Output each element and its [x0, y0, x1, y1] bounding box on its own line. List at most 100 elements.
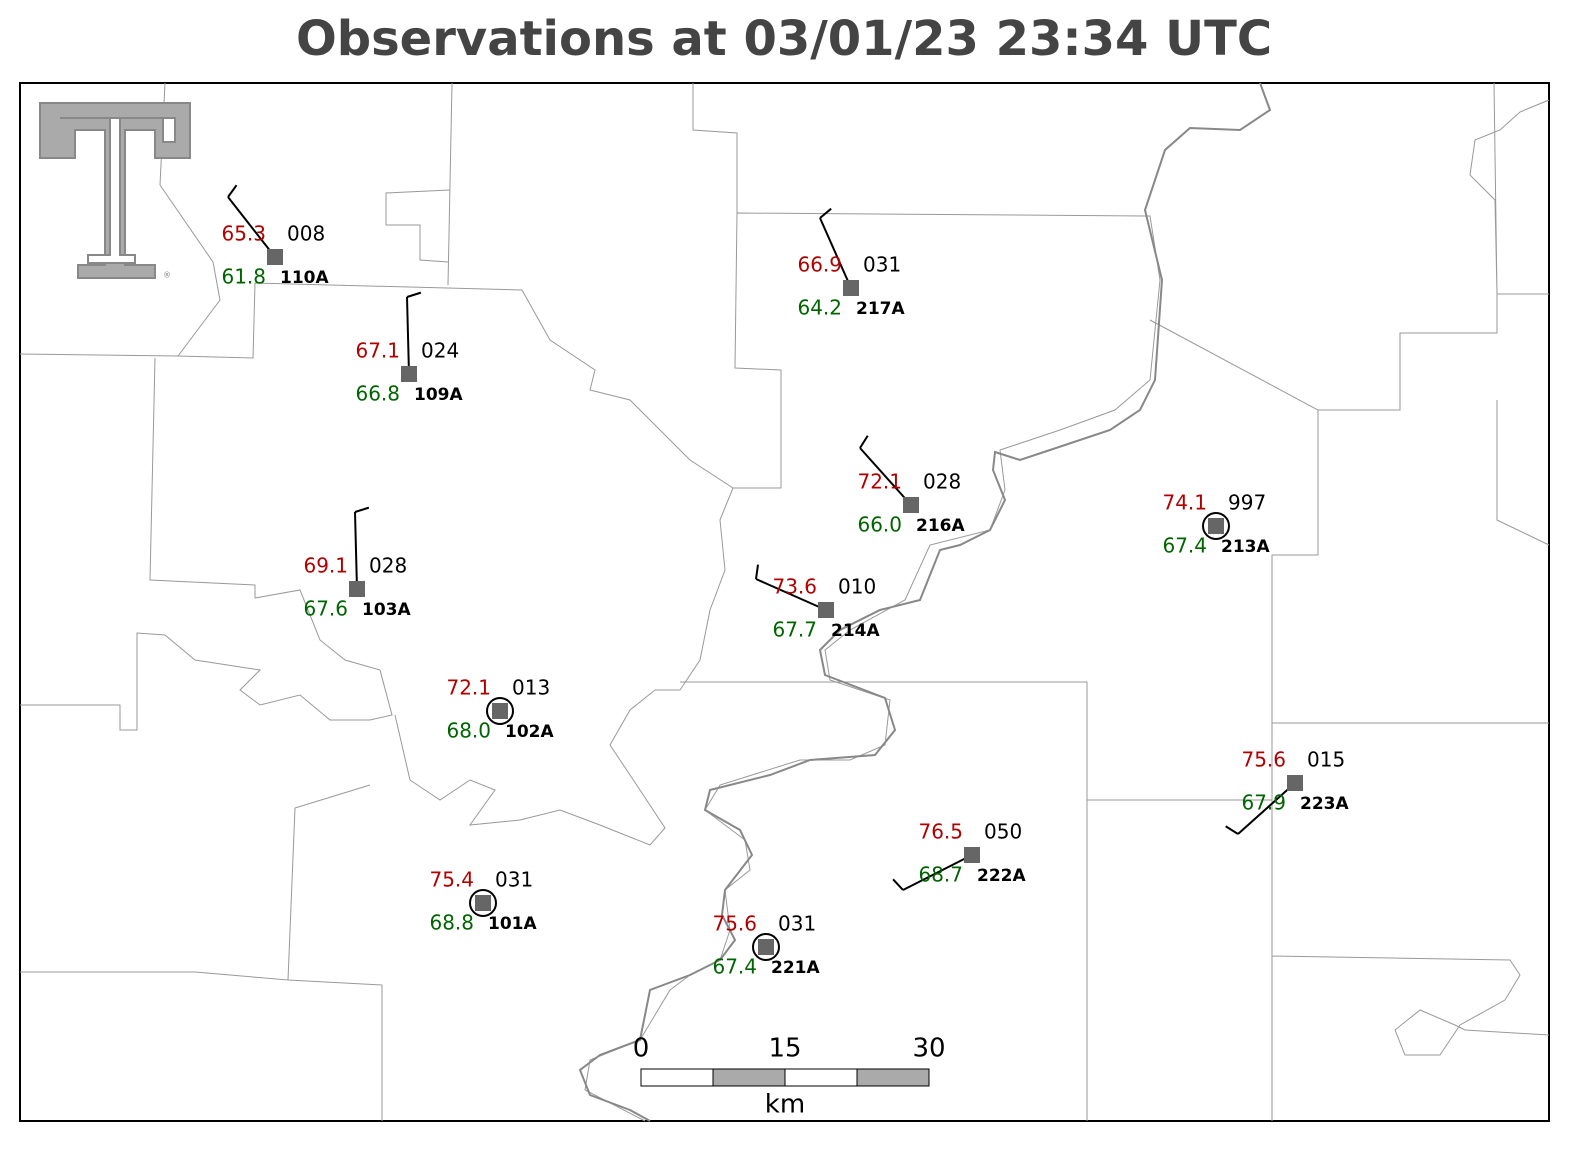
pressure: 028: [369, 554, 407, 578]
temperature: 75.4: [429, 868, 474, 892]
dewpoint: 67.7: [772, 618, 817, 642]
temperature: 75.6: [1241, 748, 1286, 772]
station-marker: [492, 703, 508, 719]
wind-barb-flag: [892, 878, 904, 891]
dewpoint: 64.2: [797, 296, 842, 320]
county-line: [385, 82, 738, 286]
wind-barb-flag: [354, 506, 370, 513]
county-line: [19, 82, 221, 357]
wind-barb-flag: [819, 207, 832, 219]
temperature: 75.6: [712, 912, 757, 936]
wind-barb: [1237, 782, 1296, 835]
dewpoint: 67.4: [712, 955, 757, 979]
wind-barb-flag: [406, 291, 422, 298]
county-line: [1318, 82, 1550, 546]
calm-circle: [1202, 512, 1230, 540]
wind-barb-flag: [755, 564, 760, 580]
county-line: [394, 487, 734, 846]
wind-barb: [755, 578, 827, 611]
temperature: 73.6: [772, 575, 817, 599]
temperature: 72.1: [857, 470, 902, 494]
dewpoint: 66.8: [355, 382, 400, 406]
dewpoint: 67.9: [1241, 791, 1286, 815]
calm-circle: [469, 889, 497, 917]
temperature: 67.1: [355, 339, 400, 363]
pressure: 031: [495, 868, 533, 892]
pressure: 031: [863, 253, 901, 277]
wind-barb: [902, 854, 973, 891]
temperature: 72.1: [446, 676, 491, 700]
station-marker: [818, 602, 834, 618]
scale-segment: [640, 1068, 714, 1087]
wind-barb: [859, 447, 912, 506]
scale-segment: [856, 1068, 930, 1087]
station-marker: [903, 497, 919, 513]
temperature: 69.1: [303, 554, 348, 578]
dewpoint: 67.4: [1162, 534, 1207, 558]
station-id: 223A: [1300, 794, 1349, 814]
pressure: 008: [287, 222, 325, 246]
wind-barb-flag: [859, 435, 869, 449]
calm-circle: [486, 697, 514, 725]
dewpoint: 68.8: [429, 911, 474, 935]
station-marker: [1287, 775, 1303, 791]
county-line: [20, 357, 393, 731]
station-id: 214A: [831, 621, 880, 641]
station-marker: [1208, 518, 1224, 534]
station-marker: [401, 366, 417, 382]
logo-mark: ®: [163, 271, 171, 280]
county-line: [680, 319, 1550, 1121]
station-marker: [475, 895, 491, 911]
station-marker: [843, 280, 859, 296]
station-marker: [758, 939, 774, 955]
county-line: [20, 784, 383, 1121]
pressure: 015: [1307, 748, 1345, 772]
station-plots: 65.3 008 61.8 110A 67.1 024 66.8 109A 66.9 031 64.…: [221, 184, 1349, 979]
logo-shape: [60, 117, 176, 264]
station-id: 217A: [856, 299, 905, 319]
wind-barb: [227, 196, 276, 258]
scale-segment: [784, 1068, 858, 1087]
dewpoint: 68.0: [446, 719, 491, 743]
dewpoint: 61.8: [221, 265, 266, 289]
pressure: 050: [984, 820, 1022, 844]
temperature: 65.3: [221, 222, 266, 246]
temperature: 74.1: [1162, 491, 1207, 515]
boundaries: [19, 82, 1550, 1122]
dewpoint: 67.6: [303, 597, 348, 621]
station-id: 213A: [1221, 537, 1270, 557]
dewpoint: 68.7: [918, 863, 963, 887]
wind-barb-flag: [1225, 825, 1239, 835]
pressure: 010: [838, 575, 876, 599]
pressure: 031: [778, 912, 816, 936]
pressure: 997: [1228, 491, 1266, 515]
pressure: 024: [421, 339, 459, 363]
river: [578, 82, 1272, 1122]
wind-barb-flag: [227, 184, 238, 198]
station-marker: [267, 249, 283, 265]
scale-bar: 0 15 30 km: [633, 1034, 946, 1120]
scale-label: 15: [768, 1034, 801, 1064]
temperature: 76.5: [918, 820, 963, 844]
map-title: Observations at 03/01/23 23:34 UTC: [296, 11, 1272, 67]
wind-barb: [354, 511, 358, 590]
station-marker: [349, 581, 365, 597]
station-id: 216A: [916, 516, 965, 536]
station-id: 221A: [771, 958, 820, 978]
calm-circle: [752, 933, 780, 961]
dewpoint: 66.0: [857, 513, 902, 537]
station-id: 109A: [414, 385, 463, 405]
scale-segment: [712, 1068, 786, 1087]
temperature: 66.9: [797, 253, 842, 277]
scale-unit: km: [765, 1090, 805, 1120]
wind-barb: [819, 217, 852, 289]
station-id: 101A: [488, 914, 537, 934]
scale-label: 0: [633, 1034, 650, 1064]
station-id: 110A: [280, 268, 329, 288]
logo: ®: [39, 102, 191, 280]
station-marker: [964, 847, 980, 863]
wind-barb: [406, 296, 410, 375]
scale-label: 30: [912, 1034, 945, 1064]
